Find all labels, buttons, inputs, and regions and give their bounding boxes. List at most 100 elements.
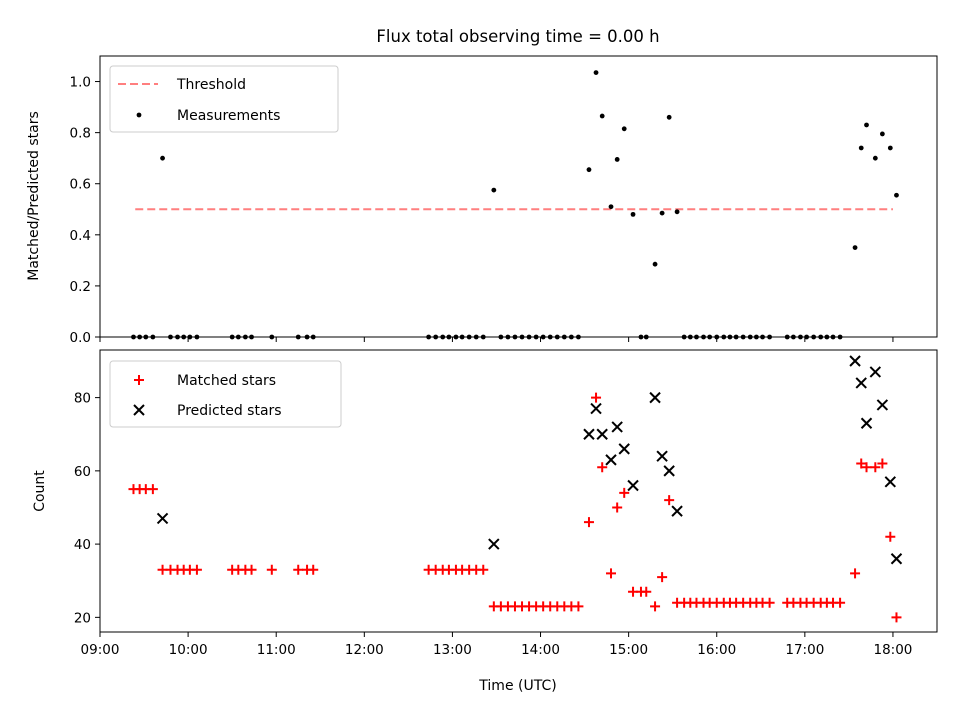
measurements-point — [852, 245, 858, 250]
measurements-point — [150, 334, 156, 340]
measurements-point — [426, 334, 432, 340]
count-marks — [128, 355, 903, 623]
measurements-point — [608, 204, 614, 210]
measurements-point — [143, 334, 149, 340]
measurements-point — [433, 334, 439, 340]
matched-stars-point — [850, 568, 861, 579]
measurements-point — [733, 334, 739, 340]
matched-stars-point — [877, 458, 888, 469]
matched-stars-point — [147, 484, 158, 495]
ratio-marks — [131, 70, 899, 340]
measurements-point — [505, 334, 511, 340]
matched-legend-swatch — [134, 375, 144, 385]
predicted-stars-point — [605, 454, 617, 466]
measurements-point — [784, 334, 790, 340]
matched-stars-point — [641, 586, 652, 597]
x-tick-label: 09:00 — [81, 642, 120, 658]
predicted-stars-point — [596, 428, 608, 440]
predicted-stars-point — [663, 465, 675, 477]
measurements-point — [576, 334, 581, 340]
x-tick-label: 15:00 — [609, 642, 648, 658]
x-tick-label: 13:00 — [433, 642, 472, 658]
measurements-point — [586, 167, 592, 173]
measurements-point — [599, 113, 605, 119]
ratio-y-axis-label: Matched/Predicted stars — [26, 111, 42, 281]
predicted-stars-point — [876, 399, 889, 411]
measurements-point — [740, 334, 746, 340]
predicted-legend-swatch — [133, 404, 145, 416]
measurements-point — [638, 334, 644, 340]
matched-stars-point — [870, 462, 881, 473]
matched-stars-point — [764, 597, 775, 608]
predicted-stars-point — [649, 391, 661, 404]
measurements-point — [818, 334, 824, 340]
measurements-point — [681, 334, 687, 340]
matched-stars-point — [891, 612, 902, 623]
ratio-y-tick-label: 0.2 — [70, 279, 91, 295]
predicted-legend-label: Predicted stars — [177, 403, 282, 419]
measurements-legend-swatch — [136, 112, 142, 118]
matched-stars-point — [597, 462, 608, 473]
matched-stars-point — [835, 597, 846, 608]
count-y-tick-label: 20 — [74, 610, 91, 626]
measurements-point — [160, 155, 165, 161]
matched-stars-point — [856, 458, 867, 469]
measurements-point — [830, 334, 836, 340]
predicted-stars-point — [583, 428, 595, 440]
predicted-stars-point — [611, 421, 623, 433]
predicted-stars-point — [849, 355, 861, 367]
matched-stars-point — [606, 568, 617, 579]
chart-title: Flux total observing time = 0.00 h — [376, 27, 659, 46]
measurements-point — [561, 334, 567, 340]
predicted-stars-point — [860, 417, 873, 429]
matched-stars-point — [191, 564, 202, 575]
matched-stars-point — [650, 601, 661, 612]
predicted-stars-point — [671, 505, 683, 517]
measurements-point — [837, 334, 843, 340]
measurements-point — [229, 334, 235, 340]
measurements-point — [131, 334, 136, 340]
predicted-stars-point — [627, 479, 639, 492]
matched-legend-label: Matched stars — [177, 373, 276, 389]
matched-stars-point — [308, 564, 319, 575]
measurements-point — [440, 334, 446, 340]
ratio-y-tick-label: 1.0 — [70, 75, 91, 91]
measurements-point — [512, 334, 518, 340]
measurements-point — [310, 334, 316, 340]
measurements-point — [526, 334, 532, 340]
x-tick-label: 12:00 — [345, 642, 384, 658]
matched-stars-point — [583, 517, 594, 528]
matched-stars-point — [861, 462, 872, 473]
measurements-point — [659, 210, 665, 216]
measurements-point — [446, 334, 452, 340]
measurements-point — [194, 334, 200, 340]
measurements-point — [727, 334, 733, 340]
threshold-legend-label: Threshold — [176, 77, 246, 93]
measurements-point — [235, 334, 241, 340]
measurements-point — [652, 261, 658, 267]
ratio-y-tick-label: 0.0 — [70, 330, 91, 346]
matched-stars-point — [246, 564, 257, 575]
measurements-point — [894, 192, 899, 198]
predicted-stars-point — [618, 443, 630, 455]
x-axis-label: Time (UTC) — [478, 678, 556, 694]
measurements-point — [480, 334, 486, 340]
count-axes: 09:00 10:00 11:00 12:00 13:00 14:00 15:00 16:00… — [74, 391, 913, 658]
measurements-point — [269, 334, 275, 340]
matched-stars-point — [478, 564, 489, 575]
measurements-point — [568, 334, 574, 340]
measurements-point — [701, 334, 706, 340]
measurements-point — [453, 334, 459, 340]
measurements-point — [519, 334, 525, 340]
measurements-point — [137, 334, 143, 340]
ratio-panel: 0.0 0.2 0.4 0.6 0.8 1.0 Matched/Predicted sta… — [26, 55, 938, 346]
predicted-stars-point — [890, 553, 903, 565]
measurements-point — [674, 209, 680, 215]
matched-stars-point — [612, 502, 623, 513]
predicted-stars-point — [869, 366, 882, 378]
ratio-y-tick-label: 0.4 — [70, 228, 91, 244]
predicted-stars-point — [884, 476, 897, 488]
measurements-point — [491, 187, 497, 193]
predicted-stars-point — [590, 402, 602, 415]
ratio-y-tick-label: 0.6 — [70, 177, 91, 193]
